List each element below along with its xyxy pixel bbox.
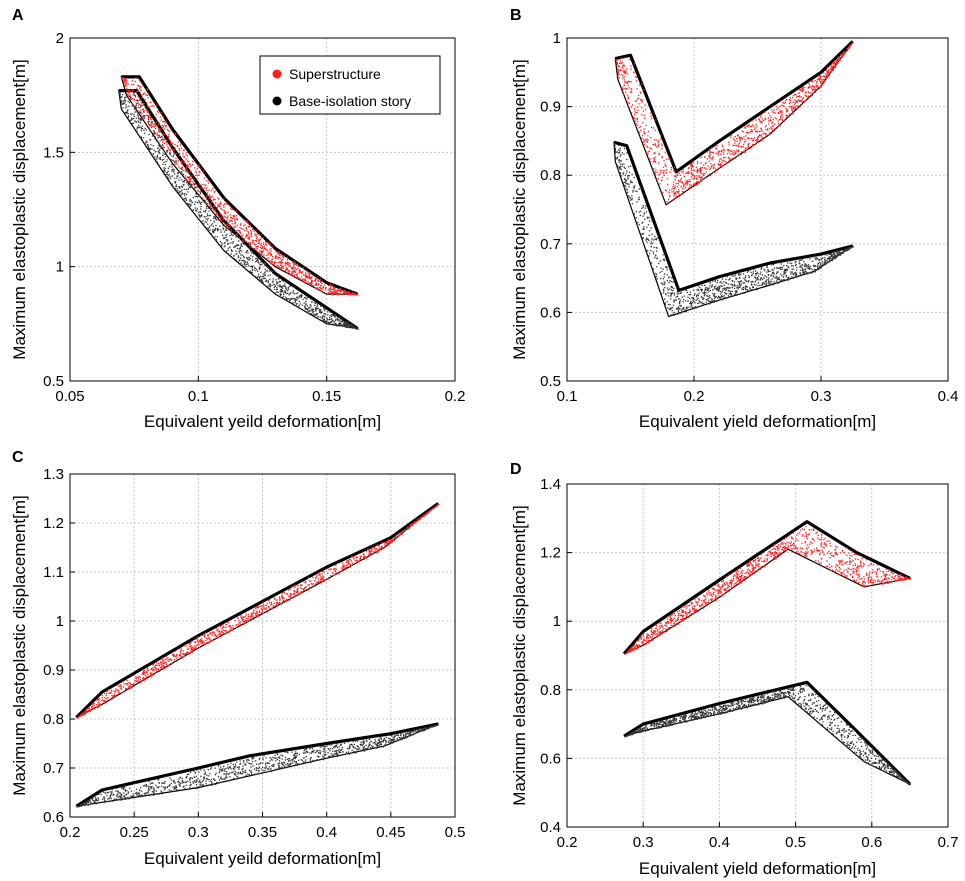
x-tick-label-c: 0.35 [248,824,277,841]
y-axis-label-b: Maximum elastoplastic displacement[m] [510,59,529,359]
legend-label-superstructure: Superstructure [289,66,381,82]
y-tick-label-a: 1 [56,259,64,276]
panel-c: C 0.2 0.25 0.3 0.35 0.4 0.45 0.5 0.6 0.7 0.8 0.9 1 1… [10,449,465,868]
y-tick-label-c: 0.9 [43,662,64,679]
y-tick-label-a: 0.5 [43,373,64,390]
y-tick-label-c: 1.2 [43,515,64,532]
y-tick-label-a: 1.5 [43,144,64,161]
y-tick-label-d: 1.2 [540,545,561,562]
base-isolation-points-d [624,683,911,786]
y-tick-label-b: 1 [553,30,561,47]
y-tick-label-c: 1 [56,613,64,630]
y-tick-label-a: 2 [56,30,64,47]
base-isolation-upper-edge-c [75,722,439,808]
superstructure-upper-edge-b [614,40,854,174]
x-axis-label-d: Equivalent yield deformation[m] [639,859,876,878]
base-isolation-upper-edge-a [118,88,359,330]
x-tick-label-c: 0.4 [316,824,337,841]
x-tick-label-a: 0.15 [312,388,341,405]
x-tick-label-d: 0.7 [938,834,959,851]
superstructure-points-b [615,42,854,205]
superstructure-envelope-d [623,520,912,655]
panel-d: D 0.2 0.3 0.4 0.5 0.6 0.7 0.4 0.6 0.8 1 1.2 1.4 Equ… [510,461,958,878]
legend-marker-base-isolation [272,96,282,106]
y-tick-label-b: 0.8 [540,167,561,184]
y-tick-label-b: 0.5 [540,373,561,390]
x-tick-label-b: 0.1 [557,388,578,405]
x-tick-label-d: 0.6 [861,834,882,851]
superstructure-upper-edge-d [622,520,911,655]
x-tick-label-b: 0.4 [938,388,959,405]
x-axis-label-b: Equivalent yield deformation[m] [639,412,876,431]
x-axis-label-c: Equivalent yeild deformation[m] [144,849,381,868]
x-tick-label-d: 0.2 [557,834,578,851]
base-isolation-envelope-b [613,141,854,318]
plot-frame-b [566,37,949,382]
y-tick-label-d: 1.4 [540,476,561,493]
x-tick-label-d: 0.3 [633,834,654,851]
panel-letter-c: C [12,449,24,466]
y-tick-label-d: 0.4 [540,819,561,836]
x-tick-label-c: 0.25 [120,824,149,841]
legend: Superstructure Base-isolation story [259,55,441,115]
panel-letter-d: D [510,461,522,478]
x-axis-label-a: Equivalent yeild deformation[m] [144,412,381,431]
y-axis-label-d: Maximum elastoplastic displacement[m] [510,505,529,805]
x-tick-label-b: 0.2 [684,388,705,405]
x-tick-label-a: 0.1 [188,388,209,405]
plot-frame-a [69,37,456,382]
x-tick-label-c: 0.3 [188,824,209,841]
plot-frame-c [69,473,456,818]
y-tick-label-c: 0.8 [43,711,64,728]
base-isolation-points-c [76,724,439,808]
y-tick-label-c: 0.7 [43,760,64,777]
panel-letter-a: A [12,7,24,24]
superstructure-envelope-c [75,502,439,719]
panel-a: A 0.05 0.1 0.15 0.2 0.5 1 1.5 2 Equivalent yeil… [10,7,465,431]
base-isolation-upper-edge-b [613,140,854,292]
x-tick-label-c: 0.5 [445,824,466,841]
y-tick-label-c: 0.6 [43,809,64,826]
superstructure-upper-edge-c [75,502,440,719]
y-tick-label-c: 1.3 [43,466,64,483]
y-axis-label-a: Maximum elastoplastic displacement[m] [10,59,29,359]
y-tick-label-d: 0.8 [540,682,561,699]
y-tick-label-c: 1.1 [43,564,64,581]
superstructure-upper-edge-a [121,75,359,296]
y-tick-label-b: 0.9 [540,99,561,116]
panel-letter-b: B [510,7,522,24]
y-tick-label-b: 0.6 [540,304,561,321]
legend-marker-superstructure [272,69,282,79]
superstructure-points-c [76,503,440,719]
y-axis-label-c: Maximum elastoplastic displacement[m] [10,495,29,795]
panel-b: B 0.1 0.2 0.3 0.4 0.5 0.6 0.7 0.8 0.9 1 Equivalen… [510,7,958,431]
y-tick-label-d: 1 [553,613,561,630]
base-isolation-points-b [614,143,854,316]
y-tick-label-b: 0.7 [540,236,561,253]
x-tick-label-a: 0.05 [55,388,84,405]
legend-box [259,55,441,115]
base-isolation-upper-edge-d [623,680,912,786]
x-tick-label-d: 0.5 [785,834,806,851]
legend-label-base-isolation: Base-isolation story [289,93,411,109]
x-tick-label-c: 0.45 [376,824,405,841]
superstructure-points-d [624,526,912,655]
superstructure-envelope-b [614,40,854,206]
plot-frame-d [566,483,949,828]
x-tick-label-d: 0.4 [709,834,730,851]
y-tick-label-d: 0.6 [540,750,561,767]
x-tick-label-a: 0.2 [445,388,466,405]
x-tick-label-c: 0.2 [60,824,81,841]
x-tick-label-b: 0.3 [811,388,832,405]
